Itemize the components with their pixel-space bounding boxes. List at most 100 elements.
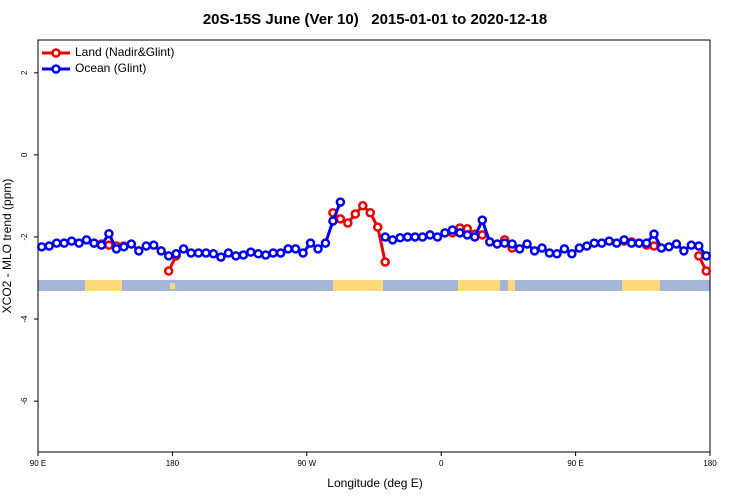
data-point [626, 238, 637, 248]
data-point [89, 238, 99, 248]
data-point [186, 248, 196, 258]
x-tick-label: 90 E [567, 459, 583, 468]
data-point [81, 235, 92, 245]
data-point [582, 241, 592, 251]
data-point [290, 244, 301, 254]
data-point [649, 241, 659, 251]
data-point [96, 240, 107, 250]
data-point [694, 241, 704, 251]
data-point [193, 248, 204, 258]
data-point [313, 244, 323, 254]
data-point [238, 250, 249, 260]
data-point [275, 248, 286, 258]
data-point [372, 222, 383, 232]
data-point [283, 244, 293, 254]
data-point [44, 241, 54, 251]
data-point [701, 251, 712, 261]
data-point [335, 214, 346, 224]
data-point [208, 249, 219, 259]
y-tick-label: 2 [20, 70, 29, 75]
data-point [156, 246, 166, 256]
data-point [514, 244, 525, 254]
data-point [544, 248, 555, 258]
data-point [567, 249, 577, 259]
data-point [634, 238, 644, 248]
data-point [686, 240, 697, 250]
data-point [387, 235, 398, 245]
data-point [410, 232, 420, 242]
data-point [679, 246, 689, 256]
plot-frame [37, 39, 711, 453]
data-point [656, 243, 667, 253]
data-point [559, 244, 570, 254]
data-point [358, 201, 368, 211]
y-tick-label: -4 [20, 315, 29, 323]
data-point [223, 248, 234, 258]
data-point [529, 246, 540, 256]
data-point [59, 238, 69, 248]
data-point [611, 238, 622, 248]
data-point [499, 238, 510, 248]
data-point [447, 225, 458, 235]
data-point [664, 242, 674, 252]
data-point [380, 257, 390, 267]
data-point [604, 236, 614, 246]
land-patch [458, 280, 500, 291]
data-point [649, 229, 659, 239]
x-tick-label: 180 [703, 459, 717, 468]
data-point [477, 215, 488, 225]
land-patch [622, 280, 660, 291]
data-point [134, 246, 144, 256]
data-point [589, 238, 600, 248]
data-point [395, 233, 405, 243]
legend-marker [51, 64, 61, 74]
x-tick-label: 180 [166, 459, 180, 468]
data-point [596, 238, 607, 248]
y-axis-label: XCO2 - MLO trend (ppm) [0, 179, 14, 314]
data-point [178, 244, 189, 254]
data-point [671, 239, 682, 249]
data-point [484, 237, 495, 247]
data-point [111, 244, 122, 254]
data-point [328, 216, 338, 226]
data-point [507, 239, 517, 249]
data-point [104, 240, 114, 250]
data-point [425, 230, 435, 240]
land-patch [170, 283, 175, 289]
data-point [163, 251, 174, 261]
data-point [51, 238, 62, 248]
legend-marker [51, 48, 61, 58]
data-point [201, 248, 211, 258]
land-patch [508, 280, 515, 291]
data-point [320, 238, 331, 248]
data-point [574, 243, 585, 253]
data-point [74, 238, 84, 248]
data-point [417, 232, 428, 242]
land-patch [85, 280, 122, 291]
legend-label: Land (Nadir&Glint) [75, 45, 174, 59]
data-point [343, 218, 353, 228]
data-point [141, 241, 152, 251]
data-point [477, 230, 488, 240]
data-point [462, 230, 473, 240]
data-point [231, 251, 241, 261]
y-tick-label: -6 [20, 397, 29, 405]
data-point [253, 249, 264, 259]
x-axis-label: Longitude (deg E) [327, 476, 422, 490]
data-point [380, 232, 390, 242]
chart-title: 20S-15S June (Ver 10) 2015-01-01 to 2020… [203, 11, 547, 28]
data-point [619, 235, 629, 245]
legend-label: Ocean (Glint) [75, 61, 146, 75]
data-point [455, 228, 465, 238]
data-point [641, 238, 652, 248]
data-point [365, 208, 376, 218]
data-point [522, 239, 532, 249]
data-point [171, 249, 181, 259]
data-point [126, 239, 137, 249]
data-point [104, 228, 114, 239]
x-tick-label: 90 W [297, 459, 316, 468]
data-point [402, 232, 413, 242]
data-point [350, 209, 361, 219]
data-point [492, 239, 502, 249]
